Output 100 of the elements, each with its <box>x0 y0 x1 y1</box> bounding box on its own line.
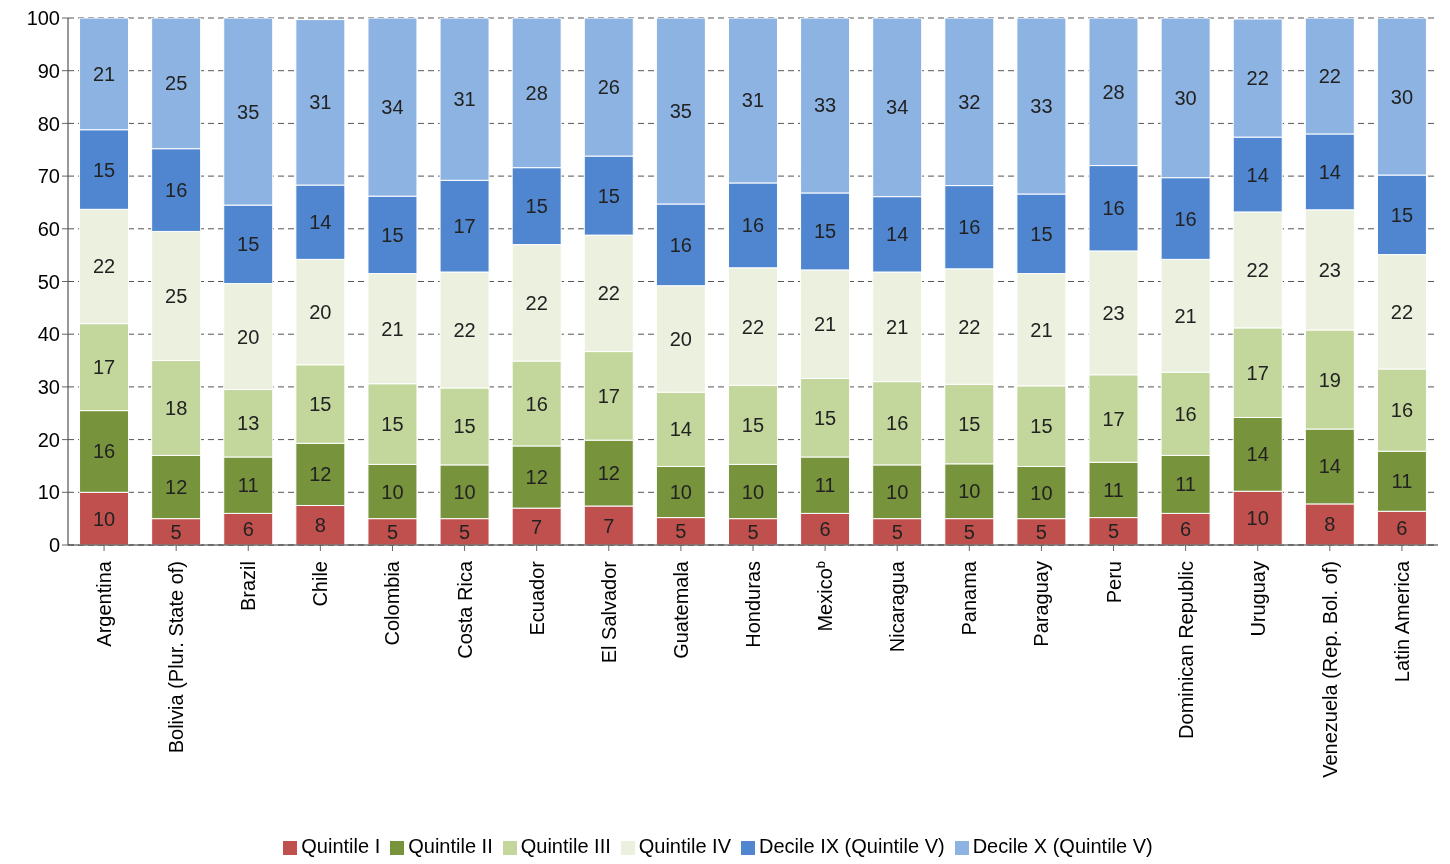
data-label: 16 <box>669 233 692 256</box>
data-label: 20 <box>309 301 332 324</box>
x-tick-label: Guatemala <box>669 560 692 659</box>
data-label: 31 <box>309 91 332 114</box>
data-label: 16 <box>1174 402 1197 425</box>
data-label: 15 <box>309 393 332 416</box>
data-label: 30 <box>1390 85 1414 108</box>
x-tick-label: Latin America <box>1390 560 1413 683</box>
data-label: 6 <box>1396 517 1408 540</box>
data-label: 22 <box>525 291 548 314</box>
data-label: 14 <box>1318 455 1341 478</box>
x-tick-label: Colombia <box>381 560 404 646</box>
legend-label: Decile IX (Quintile V) <box>759 835 945 857</box>
data-label: 28 <box>525 81 548 104</box>
data-label: 10 <box>741 480 765 503</box>
legend-label: Quintile I <box>301 835 381 857</box>
data-label: 14 <box>309 211 332 234</box>
y-tick-label: 90 <box>37 59 60 82</box>
data-label: 14 <box>669 418 692 441</box>
legend-label: Quintile II <box>408 835 493 857</box>
data-label: 30 <box>1174 86 1197 109</box>
x-tick-label: Ecuador <box>525 560 548 636</box>
data-label: 5 <box>675 520 687 543</box>
data-label: 23 <box>1318 258 1341 281</box>
y-tick-label: 20 <box>37 428 60 451</box>
y-tick-label: 40 <box>37 323 60 346</box>
x-tick-label: Brazil <box>237 561 260 612</box>
y-tick-label: 10 <box>37 481 60 504</box>
data-label: 20 <box>669 327 692 350</box>
data-label: 5 <box>1035 520 1047 543</box>
data-label: 31 <box>453 88 476 111</box>
legend-label: Quintile III <box>520 835 611 857</box>
data-label: 15 <box>1030 415 1053 438</box>
data-label: 10 <box>381 480 404 503</box>
data-label: 15 <box>813 406 837 429</box>
data-label: 16 <box>741 214 765 237</box>
data-label: 15 <box>1390 203 1414 226</box>
x-tick-label: Argentina <box>93 560 116 647</box>
data-label: 8 <box>1324 513 1336 536</box>
data-label: 14 <box>1318 160 1341 183</box>
data-label: 15 <box>958 413 981 436</box>
x-tick-label: Nicaragua <box>886 560 909 653</box>
legend-label: Decile X (Quintile V) <box>972 835 1153 857</box>
data-label: 15 <box>381 413 404 436</box>
data-label: 33 <box>1030 95 1053 118</box>
data-label: 22 <box>741 315 765 338</box>
data-label: 25 <box>165 72 188 95</box>
x-tick-label: Costa Rica <box>453 560 476 659</box>
data-label: 35 <box>237 100 260 123</box>
data-label: 26 <box>597 76 620 99</box>
data-label: 7 <box>531 515 543 538</box>
data-label: 6 <box>1180 518 1192 541</box>
data-label: 10 <box>958 480 981 503</box>
data-label: 12 <box>165 476 188 499</box>
data-label: 23 <box>1102 301 1125 324</box>
y-tick-label: 0 <box>48 534 60 557</box>
data-label: 5 <box>1107 520 1120 543</box>
data-label: 14 <box>1246 443 1269 466</box>
data-label: 11 <box>814 474 836 497</box>
data-label: 21 <box>1174 304 1197 327</box>
data-label: 15 <box>597 184 620 207</box>
y-tick-label: 70 <box>37 165 60 188</box>
data-label: 5 <box>963 520 975 543</box>
data-label: 5 <box>459 520 471 543</box>
data-label: 20 <box>237 325 260 348</box>
data-label: 5 <box>891 520 903 543</box>
data-label: 12 <box>597 462 620 485</box>
x-tick-label: Paraguay <box>1030 561 1053 647</box>
x-tick-label: Chile <box>309 561 332 607</box>
y-tick-label: 30 <box>37 376 60 398</box>
data-label: 7 <box>603 514 615 537</box>
data-label: 22 <box>453 318 476 341</box>
data-label: 10 <box>886 480 909 503</box>
data-label: 5 <box>386 520 399 543</box>
data-label: 21 <box>886 315 909 338</box>
data-label: 10 <box>453 480 476 503</box>
data-label: 8 <box>314 514 326 537</box>
data-label: 21 <box>813 313 837 336</box>
y-tick-label: 60 <box>37 217 60 240</box>
data-label: 6 <box>819 518 831 541</box>
data-label: 16 <box>958 216 981 239</box>
data-label: 6 <box>242 518 254 541</box>
data-label: 10 <box>1246 507 1269 530</box>
data-label: 25 <box>165 284 188 307</box>
y-tick-label: 100 <box>26 7 60 30</box>
data-label: 15 <box>813 220 837 243</box>
legend-label: Quintile IV <box>638 835 732 857</box>
data-label: 17 <box>597 384 620 407</box>
data-label: 16 <box>525 392 548 415</box>
data-label: 17 <box>1246 361 1269 384</box>
data-label: 22 <box>1390 300 1414 323</box>
y-tick-label: 80 <box>37 112 60 135</box>
data-label: 34 <box>381 96 404 119</box>
data-label: 5 <box>170 520 182 543</box>
data-label: 19 <box>1318 368 1341 391</box>
x-tick-label: El Salvador <box>597 560 620 664</box>
data-label: 14 <box>1246 163 1269 186</box>
data-label: 22 <box>1246 258 1269 281</box>
data-label: 21 <box>1030 318 1053 341</box>
y-tick-label: 50 <box>37 270 60 293</box>
